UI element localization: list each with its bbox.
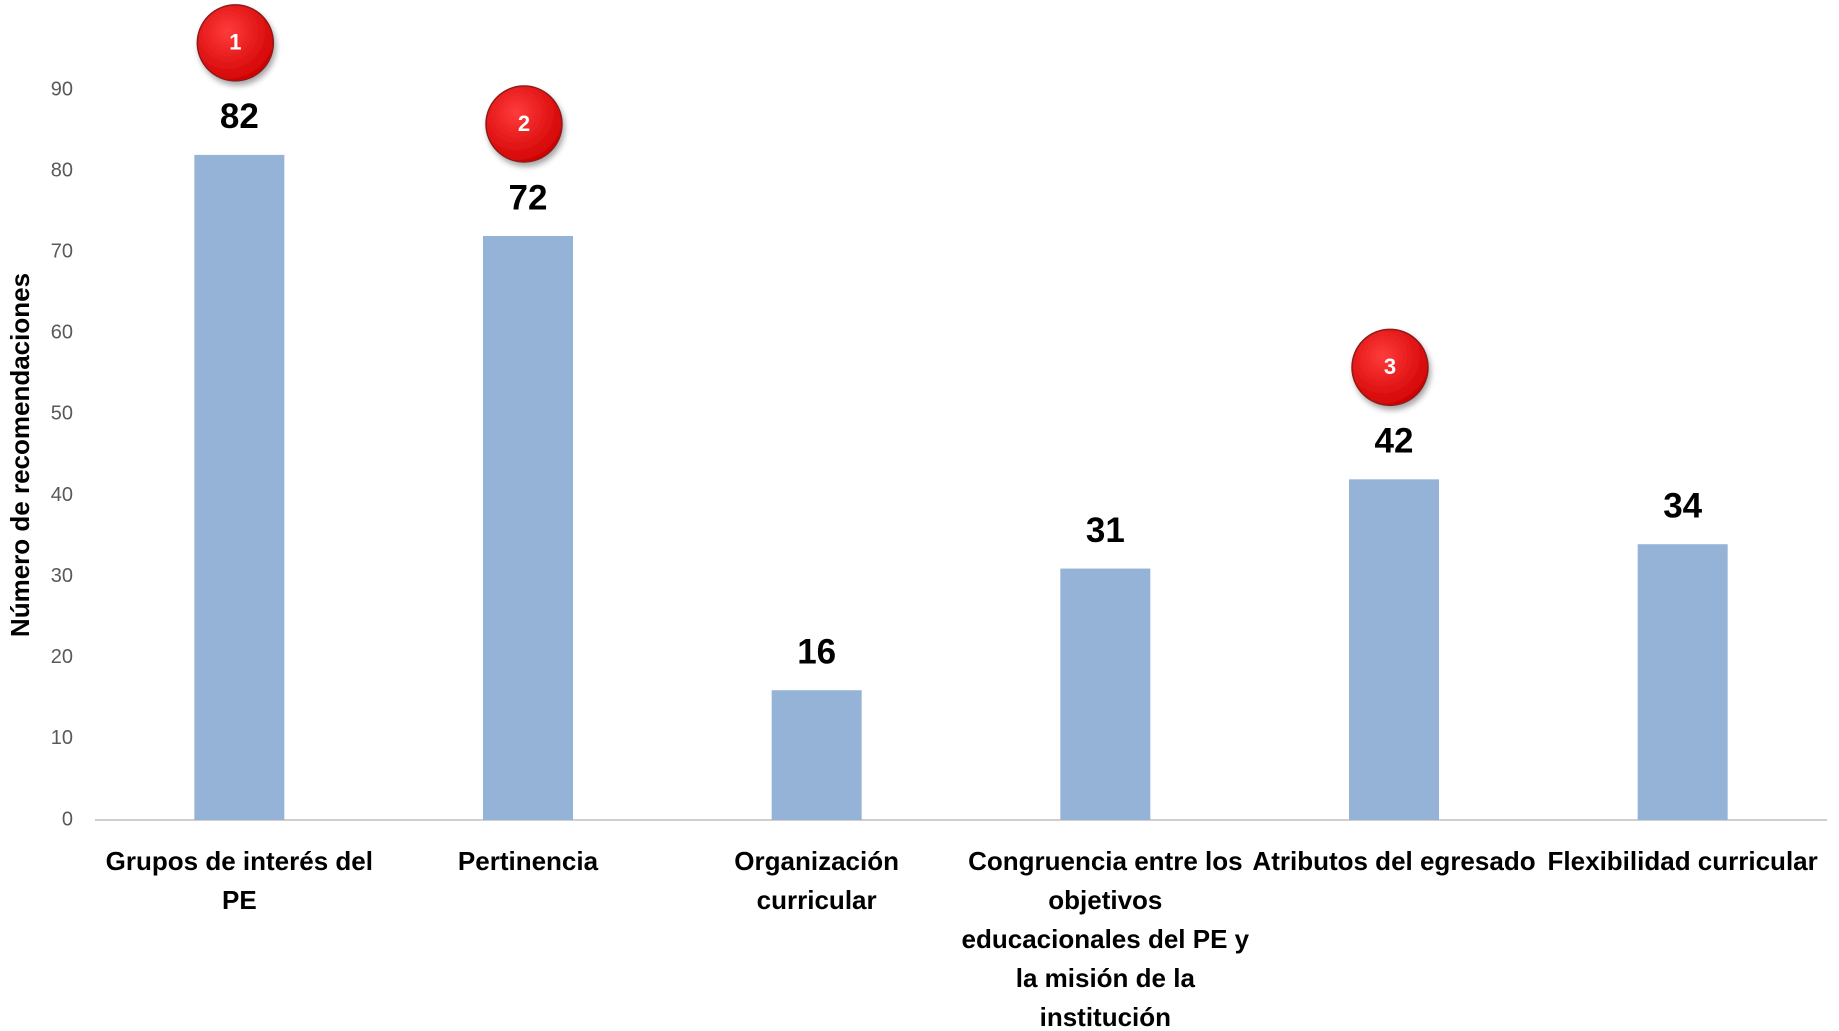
bar bbox=[1637, 544, 1728, 820]
y-tick-label: 90 bbox=[51, 78, 73, 100]
y-tick-label: 60 bbox=[51, 322, 73, 344]
rank-badge-label: 2 bbox=[518, 111, 530, 136]
x-tick-label: Flexibilidad curricular bbox=[1547, 846, 1818, 876]
y-tick-label: 0 bbox=[62, 808, 73, 830]
x-tick-label: Pertinencia bbox=[457, 846, 599, 876]
bar bbox=[771, 690, 862, 820]
bar bbox=[483, 236, 573, 820]
value-label: 34 bbox=[1663, 486, 1702, 525]
bar bbox=[1060, 568, 1151, 820]
y-tick-label: 10 bbox=[51, 727, 73, 749]
y-axis-title: Número de recomendaciones bbox=[5, 273, 35, 637]
rank-badge bbox=[196, 4, 275, 82]
x-tick-label: Atributos del egresado bbox=[1252, 846, 1536, 876]
rank-badge bbox=[1351, 328, 1429, 407]
y-tick-label: 70 bbox=[51, 241, 73, 263]
y-tick-label: 50 bbox=[51, 403, 73, 425]
rank-badge bbox=[485, 85, 563, 163]
value-label: 31 bbox=[1086, 511, 1125, 550]
x-tick-label: Grupos de interés del PE bbox=[105, 846, 373, 915]
value-label: 42 bbox=[1375, 422, 1414, 461]
x-tick-label: Organización curricular bbox=[734, 846, 899, 915]
value-label: 82 bbox=[220, 97, 259, 136]
bar bbox=[194, 154, 285, 820]
x-tick-label: Congruencia entre los objetivos educacio… bbox=[961, 846, 1250, 1031]
rank-badge-label: 1 bbox=[229, 30, 241, 55]
value-label: 72 bbox=[509, 178, 548, 217]
y-tick-label: 80 bbox=[51, 159, 73, 181]
value-label: 16 bbox=[797, 632, 836, 671]
bar bbox=[1349, 479, 1439, 820]
rank-badge-label: 3 bbox=[1384, 354, 1396, 379]
y-tick-label: 30 bbox=[51, 565, 73, 587]
y-tick-label: 20 bbox=[51, 646, 73, 668]
y-tick-label: 40 bbox=[51, 484, 73, 506]
